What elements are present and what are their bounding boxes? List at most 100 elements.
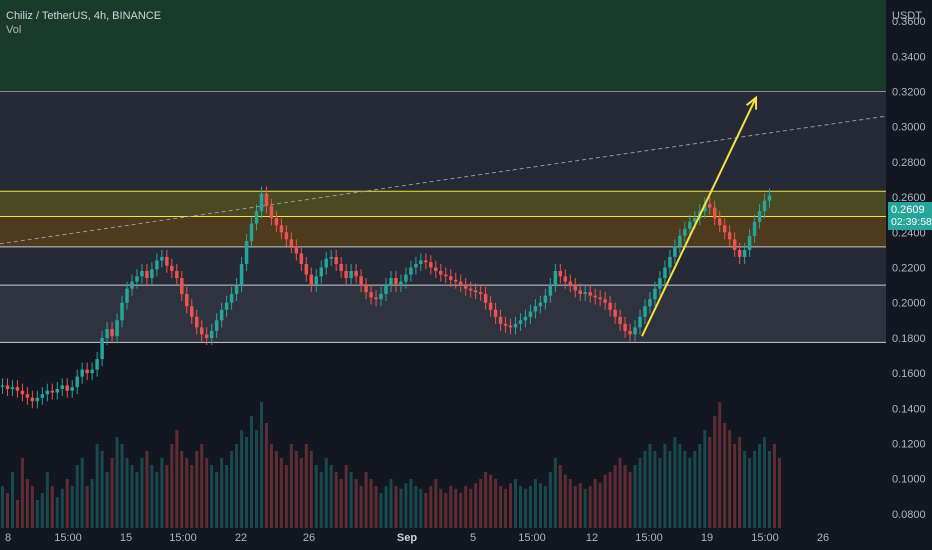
x-tick-label: 19 — [701, 532, 713, 544]
candle-body — [25, 394, 30, 398]
candle-body — [40, 394, 45, 398]
volume-bar — [638, 458, 642, 528]
candle-body — [125, 288, 129, 303]
volume-bar — [135, 472, 139, 528]
candle-body — [224, 302, 229, 310]
volume-bar — [354, 479, 358, 528]
candle-body — [528, 311, 533, 317]
volume-bar — [593, 479, 597, 528]
candle-body — [573, 285, 578, 291]
candle-body — [130, 281, 134, 289]
volume-bar — [105, 472, 109, 528]
volume-bar — [289, 444, 293, 528]
candle-body — [209, 330, 214, 338]
volume-bar — [269, 444, 273, 528]
volume-bar — [100, 451, 104, 528]
volume-bar — [494, 479, 498, 528]
volume-bar — [55, 497, 59, 528]
volume-bar — [698, 444, 702, 528]
candle-body — [80, 369, 84, 377]
volume-bar — [663, 444, 667, 528]
candle-body — [538, 302, 543, 307]
candle-body — [194, 316, 199, 328]
volume-bar — [314, 465, 318, 528]
currency-label: USDT — [892, 10, 922, 22]
x-tick-label: 8 — [5, 532, 11, 544]
candle-body — [404, 274, 408, 282]
candle-body — [289, 239, 294, 247]
candle-body — [269, 205, 274, 219]
x-tick-label: 15:00 — [169, 532, 197, 544]
volume-bar — [504, 488, 508, 528]
volume-bar — [60, 488, 64, 528]
candle-body — [364, 285, 368, 293]
volume-bar — [439, 488, 443, 528]
x-tick-label: 15:00 — [635, 532, 663, 544]
candle-body — [618, 316, 622, 324]
x-tick-label: 15 — [120, 532, 132, 544]
volume-bar — [399, 488, 403, 528]
volume-bar — [160, 458, 164, 528]
volume-bar — [708, 437, 712, 528]
candle-body — [135, 276, 139, 282]
candle-body — [70, 387, 74, 391]
candle-body — [414, 264, 418, 268]
candle-body — [309, 274, 314, 286]
candle-body — [85, 369, 89, 374]
volume-bar — [200, 444, 204, 528]
candle-body — [20, 390, 25, 395]
candle-body — [219, 309, 224, 321]
candle-body — [399, 281, 403, 286]
x-tick-label: Sep — [397, 532, 417, 544]
volume-bar — [678, 444, 682, 528]
volume-bar — [553, 458, 557, 528]
last-price-value: 0.2609 — [891, 204, 925, 216]
candle-body — [299, 253, 304, 264]
volume-bar — [75, 465, 79, 528]
chart-legend: Chiliz / TetherUS, 4h, BINANCE Vol — [6, 9, 161, 37]
candle-body — [264, 193, 269, 206]
volume-bar — [20, 458, 24, 528]
volume-bar — [309, 451, 313, 528]
candle-body — [648, 299, 652, 307]
volume-bar — [10, 472, 14, 528]
candle-body — [120, 302, 124, 321]
volume-bar — [230, 451, 234, 528]
volume-bar — [489, 474, 493, 528]
volume-bar — [125, 458, 129, 528]
y-tick-label: 0.1600 — [892, 368, 926, 380]
candle-body — [707, 204, 712, 208]
candle-body — [55, 388, 60, 393]
candle-body — [583, 292, 587, 294]
volume-bar — [235, 444, 239, 528]
volume-bar — [185, 458, 189, 528]
candle-body — [389, 278, 393, 286]
candle-body — [10, 387, 15, 389]
candle-body — [458, 281, 463, 286]
volume-bar — [434, 479, 438, 528]
volume-bar — [424, 493, 428, 528]
candle-body — [429, 262, 433, 268]
y-tick-label: 0.2600 — [892, 192, 926, 204]
candle-body — [359, 276, 363, 286]
volume-bar — [329, 465, 333, 528]
volume-bar — [274, 451, 278, 528]
volume-bar — [264, 423, 268, 528]
candle-body — [160, 256, 164, 261]
volume-bar — [294, 451, 298, 528]
volume-bar — [259, 402, 263, 528]
volume-bar — [773, 444, 776, 528]
zone-grey — [0, 91, 886, 192]
y-tick-label: 0.2000 — [892, 298, 926, 310]
volume-bar — [90, 479, 94, 528]
y-tick-label: 0.3400 — [892, 51, 926, 63]
candle-body — [95, 359, 99, 370]
volume-bar — [120, 444, 124, 528]
volume-bar — [523, 488, 527, 528]
volume-bar — [319, 472, 323, 528]
volume-bar — [518, 486, 522, 528]
volume-bar — [444, 493, 448, 528]
volume-bar — [768, 451, 771, 528]
